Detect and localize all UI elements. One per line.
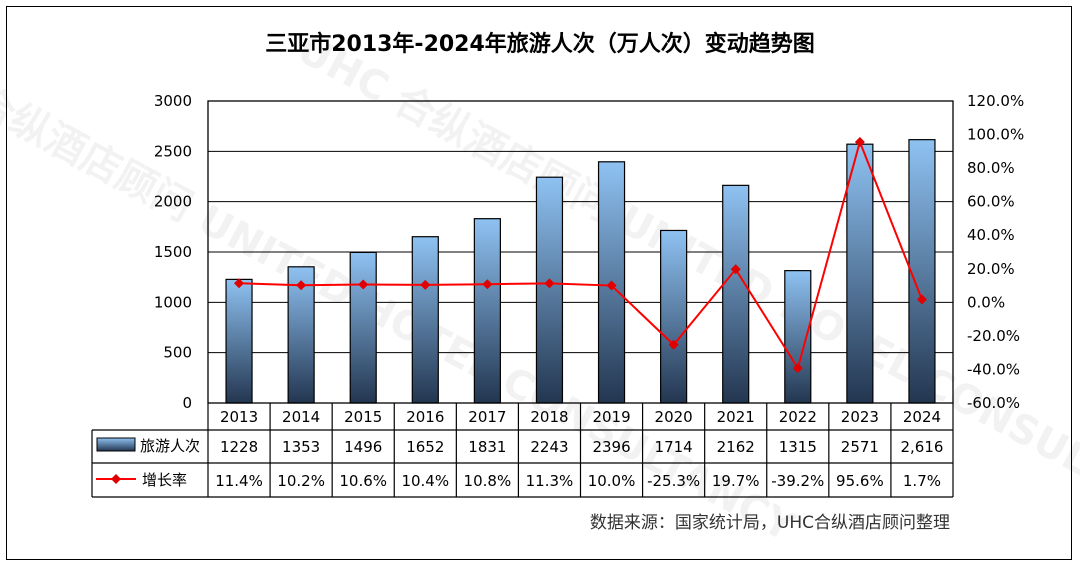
y-left-tick-label: 1500 bbox=[154, 243, 192, 261]
growth-value-label: -25.3% bbox=[647, 472, 700, 490]
bar-value-label: 2571 bbox=[841, 438, 879, 456]
x-tick-label: 2021 bbox=[717, 408, 755, 426]
y-left-tick-label: 2500 bbox=[154, 142, 192, 160]
growth-point bbox=[358, 279, 369, 290]
growth-point bbox=[482, 279, 493, 290]
bar-value-label: 1652 bbox=[406, 438, 444, 456]
bar bbox=[846, 143, 874, 404]
growth-value-label: 1.7% bbox=[903, 472, 941, 490]
growth-point bbox=[296, 280, 307, 291]
growth-value-label: 11.4% bbox=[215, 472, 263, 490]
bar-value-label: 1831 bbox=[468, 438, 506, 456]
bar-value-label: 2243 bbox=[530, 438, 568, 456]
y-right-tick-label: 40.0% bbox=[967, 226, 1015, 244]
growth-line bbox=[239, 138, 923, 371]
y-right-tick-label: 20.0% bbox=[967, 260, 1015, 278]
y-left-tick-label: 3000 bbox=[154, 92, 192, 110]
y-right-tick-label: 60.0% bbox=[967, 193, 1015, 211]
legend-label-bar: 旅游人次 bbox=[140, 437, 200, 455]
bar bbox=[535, 176, 564, 404]
growth-point bbox=[668, 339, 679, 350]
x-tick-label: 2024 bbox=[903, 408, 941, 426]
y-right-tick-label: 0.0% bbox=[967, 293, 1005, 311]
bar bbox=[411, 236, 439, 404]
growth-value-label: 10.8% bbox=[464, 472, 512, 490]
legend-swatch-marker bbox=[111, 474, 121, 484]
y-right-tick-label: -20.0% bbox=[967, 327, 1020, 345]
y-left-tick-label: 1000 bbox=[154, 293, 192, 311]
x-tick-label: 2016 bbox=[406, 408, 444, 426]
bar-value-label: 2162 bbox=[717, 438, 755, 456]
chart-title: 三亚市2013年-2024年旅游人次（万人次）变动趋势图 bbox=[265, 32, 815, 57]
bar-value-label: 1315 bbox=[779, 438, 817, 456]
growth-point bbox=[730, 264, 741, 275]
growth-point bbox=[916, 294, 927, 305]
source-note: 数据来源：国家统计局，UHC合纵酒店顾问整理 bbox=[589, 513, 950, 533]
growth-value-label: 10.4% bbox=[401, 472, 449, 490]
growth-point bbox=[420, 279, 431, 290]
growth-value-label: 95.6% bbox=[836, 472, 884, 490]
x-tick-label: 2022 bbox=[779, 408, 817, 426]
y-left-tick-label: 0 bbox=[182, 394, 192, 412]
bar bbox=[722, 184, 750, 404]
bar-value-label: 1496 bbox=[344, 438, 382, 456]
bar bbox=[660, 229, 688, 404]
legend-label-line: 增长率 bbox=[142, 471, 187, 489]
x-tick-label: 2017 bbox=[468, 408, 506, 426]
growth-point bbox=[234, 278, 245, 289]
y-right-tick-label: 120.0% bbox=[967, 92, 1024, 110]
growth-value-label: -39.2% bbox=[771, 472, 824, 490]
growth-point bbox=[854, 136, 865, 147]
x-tick-label: 2018 bbox=[530, 408, 568, 426]
bar-value-label: 1353 bbox=[282, 438, 320, 456]
growth-point bbox=[544, 278, 555, 289]
x-tick-label: 2019 bbox=[592, 408, 630, 426]
legend-swatch-bar bbox=[96, 437, 136, 452]
x-tick-label: 2015 bbox=[344, 408, 382, 426]
y-right-tick-label: 80.0% bbox=[967, 159, 1015, 177]
bar-value-label: 2,616 bbox=[900, 438, 943, 456]
x-tick-label: 2013 bbox=[220, 408, 258, 426]
bar-value-label: 2396 bbox=[592, 438, 630, 456]
y-right-tick-label: 100.0% bbox=[967, 126, 1024, 144]
bar bbox=[225, 278, 253, 404]
y-right-tick-label: -60.0% bbox=[967, 394, 1020, 412]
bar bbox=[349, 251, 377, 404]
y-left-tick-label: 500 bbox=[163, 344, 192, 362]
growth-value-label: 10.0% bbox=[588, 472, 636, 490]
x-tick-label: 2023 bbox=[841, 408, 879, 426]
bar-value-label: 1228 bbox=[220, 438, 258, 456]
y-left-tick-label: 2000 bbox=[154, 193, 192, 211]
bar bbox=[473, 218, 501, 404]
y-right-tick-label: -40.0% bbox=[967, 360, 1020, 378]
growth-value-label: 11.3% bbox=[526, 472, 574, 490]
bar bbox=[908, 139, 936, 404]
bar-value-label: 1714 bbox=[655, 438, 693, 456]
growth-value-label: 10.6% bbox=[339, 472, 387, 490]
growth-value-label: 19.7% bbox=[712, 472, 760, 490]
x-tick-label: 2014 bbox=[282, 408, 320, 426]
x-tick-label: 2020 bbox=[655, 408, 693, 426]
growth-value-label: 10.2% bbox=[277, 472, 325, 490]
growth-point bbox=[792, 363, 803, 374]
growth-point bbox=[606, 280, 617, 291]
